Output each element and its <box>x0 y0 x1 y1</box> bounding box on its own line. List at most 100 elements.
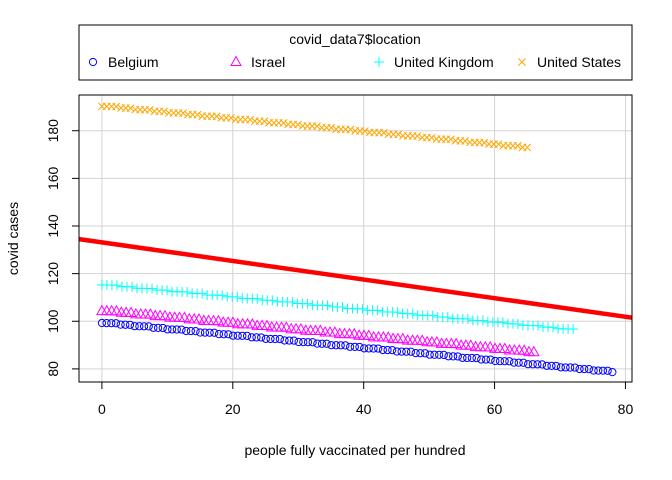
data-point <box>509 358 519 367</box>
legend-marker <box>374 57 384 67</box>
data-point <box>337 302 348 313</box>
data-point <box>177 325 186 334</box>
data-point <box>228 331 238 340</box>
data-point <box>528 360 537 369</box>
data-point <box>427 310 438 321</box>
data-point <box>379 128 388 137</box>
x-tick-label: 60 <box>487 401 503 417</box>
data-point <box>430 350 439 359</box>
data-point <box>313 122 321 131</box>
x-tick-label: 40 <box>356 401 372 417</box>
data-point <box>481 355 491 364</box>
data-point <box>397 347 406 356</box>
data-point <box>314 324 327 336</box>
data-point <box>449 352 458 361</box>
data-point <box>477 355 486 364</box>
data-point <box>172 325 181 334</box>
data-point <box>275 334 284 344</box>
data-point <box>434 350 444 359</box>
data-point <box>154 323 163 332</box>
data-point <box>392 307 403 318</box>
data-point <box>360 127 369 136</box>
data-point <box>533 360 542 369</box>
data-point <box>533 320 544 331</box>
data-point <box>548 322 559 333</box>
data-point <box>295 322 307 334</box>
data-point <box>420 349 430 358</box>
data-point <box>570 363 580 372</box>
data-point <box>219 330 228 339</box>
data-point <box>280 321 293 332</box>
data-point <box>232 291 243 302</box>
data-point <box>594 366 603 375</box>
data-point <box>322 300 333 311</box>
data-point <box>308 338 317 347</box>
data-point <box>163 325 172 334</box>
data-point <box>505 357 514 366</box>
data-point <box>341 341 350 350</box>
data-point <box>210 328 219 337</box>
data-point <box>168 325 177 334</box>
data-point <box>162 285 173 296</box>
data-point <box>212 112 221 121</box>
data-point <box>561 363 570 372</box>
data-point <box>327 341 336 350</box>
data-point <box>317 339 327 348</box>
data-point <box>382 331 395 342</box>
data-point <box>322 339 331 348</box>
data-point <box>217 290 228 301</box>
data-point <box>178 311 191 322</box>
y-tick-label: 160 <box>45 166 61 190</box>
data-point <box>446 135 455 144</box>
data-point <box>439 350 448 360</box>
data-point <box>603 366 612 375</box>
data-point <box>125 320 135 329</box>
data-point <box>327 123 336 132</box>
data-point <box>191 327 200 336</box>
data-point <box>246 317 259 329</box>
data-point <box>303 338 313 347</box>
data-point <box>444 352 453 361</box>
data-point <box>247 333 256 342</box>
data-point <box>182 326 191 336</box>
data-point <box>257 333 266 342</box>
data-point <box>227 316 239 327</box>
data-point <box>498 342 511 354</box>
data-point <box>372 305 383 316</box>
data-point <box>252 293 263 304</box>
data-point <box>484 340 497 352</box>
data-point <box>287 297 298 308</box>
data-point <box>527 345 540 357</box>
data-point <box>462 313 473 324</box>
data-point <box>406 347 416 356</box>
fit-line <box>78 236 633 320</box>
data-point <box>364 344 373 353</box>
data-point <box>158 323 167 333</box>
data-point <box>425 350 434 359</box>
data-point <box>196 328 205 337</box>
data-point <box>402 347 411 356</box>
data-point <box>260 117 269 126</box>
data-point <box>453 352 462 361</box>
data-point <box>182 286 193 297</box>
data-point <box>126 281 137 292</box>
data-point <box>495 356 505 366</box>
data-point <box>126 104 135 113</box>
data-point <box>293 120 302 129</box>
data-point <box>294 337 303 347</box>
data-point <box>111 280 122 291</box>
legend-box <box>78 24 633 81</box>
data-point <box>139 322 149 331</box>
data-point <box>121 320 130 329</box>
data-point <box>331 341 341 350</box>
data-point <box>383 345 392 355</box>
data-point <box>261 319 273 331</box>
data-point <box>575 364 584 374</box>
data-point <box>464 339 477 350</box>
data-point <box>411 349 420 358</box>
data-point <box>512 318 523 329</box>
data-point <box>130 322 139 331</box>
legend-marker <box>230 55 242 66</box>
data-point <box>413 132 422 141</box>
data-point <box>566 363 575 372</box>
